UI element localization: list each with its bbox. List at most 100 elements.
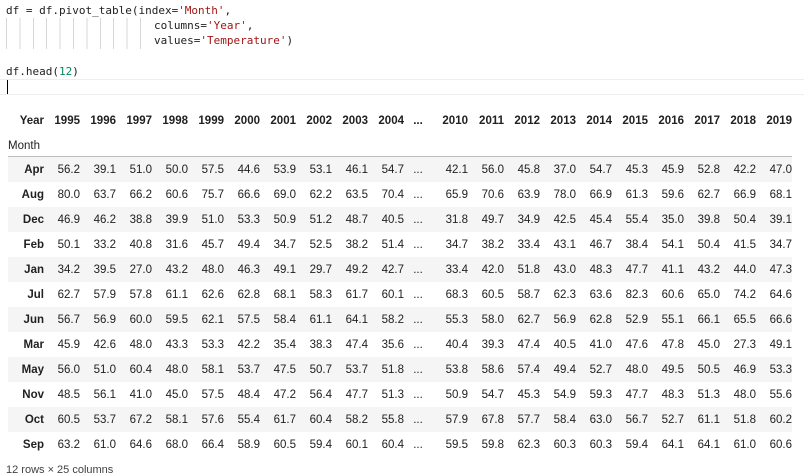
empty-header-cell (368, 136, 404, 157)
table-cell: 33.2 (93, 238, 116, 251)
row-index-label: Sep (22, 438, 44, 451)
table-cell: 60.5 (481, 288, 504, 301)
table-cell: 62.3 (517, 438, 540, 451)
empty-header-cell (612, 136, 648, 157)
table-cell: 63.5 (345, 188, 368, 201)
empty-header-cell (404, 136, 432, 157)
table-cell: 43.3 (165, 338, 188, 351)
table-cell: 61.0 (93, 438, 116, 451)
table-cell: 55.6 (769, 388, 792, 401)
table-cell: 60.6 (661, 288, 684, 301)
table-cell: 31.8 (445, 213, 468, 226)
table-cell: 61.0 (733, 438, 756, 451)
table-cell: 34.7 (273, 238, 296, 251)
table-shape-caption: 12 rows × 25 columns (6, 464, 114, 476)
table-cell: 53.7 (237, 363, 260, 376)
table-cell: 62.7 (697, 188, 720, 201)
table-cell: 39.8 (697, 213, 720, 226)
table-cell: 51.3 (381, 388, 404, 401)
ellipsis-cell: ... (413, 413, 423, 426)
table-row: Sep 63.2 61.0 64.6 68.0 66.4 58.9 60.5 59.4 60.1 6… (8, 432, 792, 457)
year-header: 2000 (234, 115, 260, 127)
table-cell: 46.7 (589, 238, 612, 251)
table-row: Apr 56.2 39.1 51.0 50.0 57.5 44.6 53.9 53.1 46.1 5… (8, 156, 792, 182)
table-cell: 49.5 (661, 363, 684, 376)
table-row: Jun 56.7 56.9 60.0 59.5 62.1 57.5 58.4 61.1 64.1 5… (8, 307, 792, 332)
table-cell: 54.1 (661, 238, 684, 251)
table-cell: 27.3 (733, 338, 756, 351)
ellipsis-cell: ... (413, 388, 423, 401)
empty-header-cell (152, 136, 188, 157)
table-cell: 45.3 (517, 388, 540, 401)
year-header: 2016 (658, 115, 684, 127)
table-cell: 48.3 (661, 388, 684, 401)
column-header-row: Year 1995 1996 1997 1998 1999 2000 2001 2002 200… (8, 106, 792, 136)
table-cell: 62.6 (201, 288, 224, 301)
table-cell: 45.4 (589, 213, 612, 226)
table-cell: 62.2 (309, 188, 332, 201)
empty-header-cell (116, 136, 152, 157)
table-cell: 53.3 (237, 213, 260, 226)
table-cell: 39.5 (93, 263, 116, 276)
table-cell: 45.0 (697, 338, 720, 351)
table-cell: 63.9 (517, 188, 540, 201)
table-cell: 62.8 (237, 288, 260, 301)
year-header: 2012 (514, 115, 540, 127)
table-cell: 47.4 (517, 338, 540, 351)
code-line-3: values='Temperature') (154, 34, 294, 47)
table-cell: 56.0 (57, 363, 80, 376)
table-cell: 62.7 (57, 288, 80, 301)
table-cell: 39.9 (165, 213, 188, 226)
table-cell: 40.5 (553, 338, 576, 351)
empty-header-cell (684, 136, 720, 157)
table-cell: 59.4 (309, 438, 332, 451)
table-cell: 57.6 (201, 413, 224, 426)
table-cell: 58.1 (201, 363, 224, 376)
table-cell: 68.0 (165, 438, 188, 451)
code-cell[interactable]: df = df.pivot_table(index='Month', colum… (0, 0, 804, 100)
table-cell: 58.9 (237, 438, 260, 451)
row-index-label: Nov (22, 388, 44, 401)
table-cell: 60.5 (273, 438, 296, 451)
table-cell: 61.1 (309, 313, 332, 326)
table-cell: 42.2 (237, 338, 260, 351)
table-cell: 54.7 (481, 388, 504, 401)
year-header: 1996 (90, 115, 116, 127)
table-cell: 56.1 (93, 388, 116, 401)
table-cell: 33.4 (445, 263, 468, 276)
table-cell: 60.2 (769, 413, 792, 426)
ellipsis-cell: ... (413, 338, 423, 351)
table-cell: 42.5 (553, 213, 576, 226)
table-cell: 41.0 (589, 338, 612, 351)
year-header: 2019 (766, 115, 792, 127)
table-cell: 47.7 (625, 263, 648, 276)
row-index-label: Apr (24, 163, 44, 176)
table-row: Aug 80.0 63.7 66.2 60.6 75.7 66.6 69.0 62.2 63.5 7… (8, 182, 792, 207)
empty-header-cell (260, 136, 296, 157)
table-cell: 60.4 (381, 438, 404, 451)
table-cell: 45.9 (57, 338, 80, 351)
active-editor-line[interactable] (0, 79, 804, 95)
empty-header-cell (80, 136, 116, 157)
table-cell: 59.3 (589, 388, 612, 401)
table-cell: 63.0 (589, 413, 612, 426)
year-header: 1998 (162, 115, 188, 127)
cell-output: Year 1995 1996 1997 1998 1999 2000 2001 2002 200… (0, 106, 804, 476)
table-cell: 35.0 (661, 213, 684, 226)
table-cell: 52.9 (625, 313, 648, 326)
table-cell: 59.4 (625, 438, 648, 451)
table-cell: 55.3 (445, 313, 468, 326)
table-cell: 54.7 (381, 163, 404, 176)
table-cell: 49.1 (769, 338, 792, 351)
table-cell: 61.1 (165, 288, 188, 301)
table-cell: 53.9 (273, 163, 296, 176)
table-cell: 49.4 (553, 363, 576, 376)
ellipsis-cell: ... (413, 263, 423, 276)
empty-header-cell (576, 136, 612, 157)
table-cell: 58.7 (517, 288, 540, 301)
table-cell: 66.2 (129, 188, 152, 201)
table-cell: 57.5 (237, 313, 260, 326)
table-cell: 45.0 (165, 388, 188, 401)
empty-header-cell (224, 136, 260, 157)
table-cell: 35.6 (381, 338, 404, 351)
